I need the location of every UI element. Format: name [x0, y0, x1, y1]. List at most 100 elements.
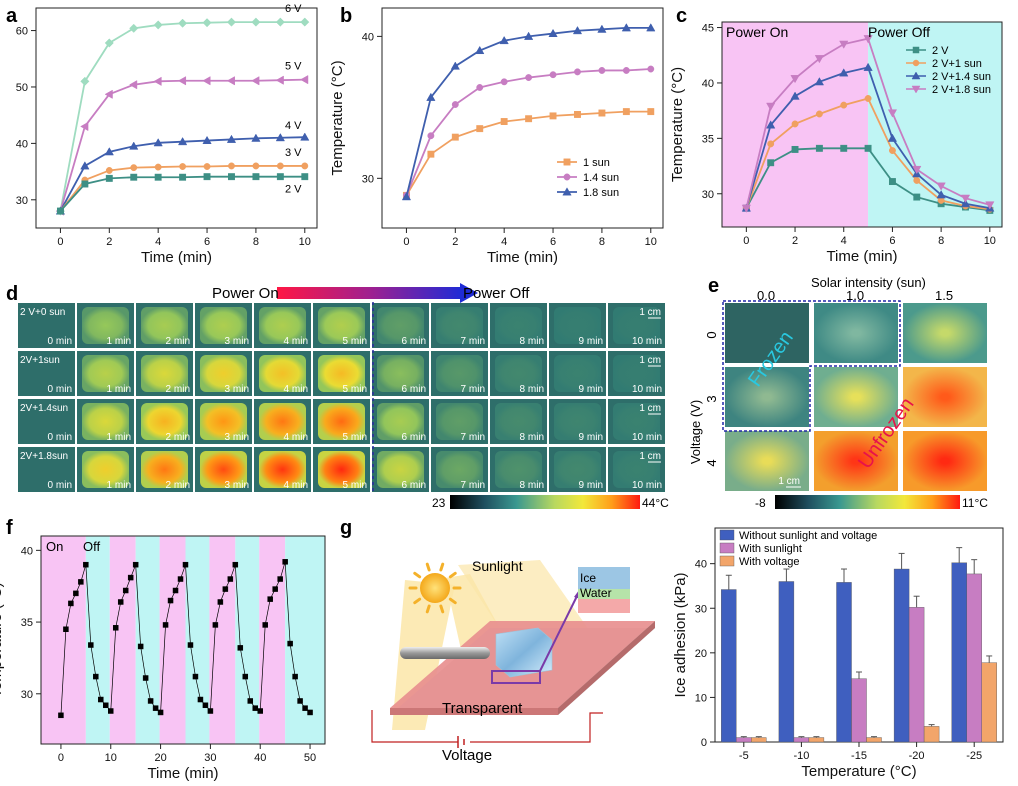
data-point: [300, 17, 310, 27]
scale-label: 1 cm: [639, 307, 661, 318]
time-label: 10 min: [632, 384, 662, 395]
x-tick-label: 10: [645, 236, 657, 248]
bar: [981, 662, 997, 743]
y-axis-label: Temperature (°C): [0, 582, 5, 697]
data-point: [127, 574, 134, 581]
power-on-annot: Power On: [726, 24, 788, 40]
data-point: [912, 165, 922, 175]
data-point: [887, 109, 898, 118]
plot-frame: [381, 7, 664, 229]
ice-highlight-box: [491, 670, 541, 684]
data-point: [257, 708, 263, 714]
ice-layer: [578, 567, 630, 589]
data-point: [985, 201, 995, 210]
data-point: [197, 696, 204, 703]
x-tick-label: 20: [154, 752, 166, 764]
voltage-row-2: 4: [704, 459, 719, 466]
substrate-layer: [578, 599, 630, 613]
data-point: [177, 136, 188, 146]
x-axis-label: Time (min): [487, 249, 558, 266]
data-point: [212, 622, 219, 628]
data-point: [154, 163, 162, 171]
time-label: 1 min: [107, 480, 131, 491]
data-point: [572, 26, 583, 35]
colorbar-d: [450, 495, 640, 509]
time-label: 2 min: [166, 336, 190, 347]
row-label: 2 V+0 sun: [20, 307, 65, 318]
thermal-spot: [554, 307, 601, 344]
plot-frame: [40, 535, 326, 745]
x-tick-label: 10: [105, 752, 117, 764]
x-tick-label: 0: [743, 235, 749, 247]
x-tick-label: 8: [599, 236, 605, 248]
data-point: [427, 150, 435, 158]
series-label: 2 V: [285, 184, 302, 196]
sun-ray: [425, 562, 431, 572]
data-point: [598, 67, 606, 74]
data-point: [864, 144, 872, 152]
time-label: 6 min: [402, 432, 426, 443]
bar: [751, 737, 767, 743]
scale-label: 1 cm: [778, 476, 800, 487]
data-point: [162, 622, 169, 628]
wire-right: [470, 712, 603, 743]
thermal-spot: [613, 307, 660, 344]
data-point: [178, 18, 188, 28]
data-point: [790, 75, 800, 84]
power-off-region: [868, 22, 1002, 227]
panel-label-d: d: [6, 283, 18, 305]
data-point: [226, 76, 235, 86]
legend-marker: [912, 46, 920, 54]
thermal-spot: [613, 355, 660, 392]
data-point: [451, 101, 459, 108]
y-tick-label: 45: [702, 23, 714, 35]
bar: [966, 573, 982, 743]
data-point: [840, 144, 848, 152]
scale-label: 1 cm: [639, 355, 661, 366]
x-tick-label: 6: [550, 236, 556, 248]
time-label: 9 min: [579, 336, 603, 347]
data-point: [791, 120, 799, 128]
data-point: [276, 162, 284, 170]
data-point: [766, 102, 776, 111]
data-point: [226, 134, 237, 143]
thermal-spot: [259, 355, 306, 392]
time-label: 9 min: [579, 432, 603, 443]
sun-ray: [439, 604, 445, 614]
chart-f: 0 10 20 30 40 50 30 35 40 Time (min) Temperature (…: [0, 535, 326, 782]
x-axis-label: Time (min): [141, 249, 212, 266]
y-tick-label: 40: [702, 78, 714, 90]
y-tick-label: 60: [16, 26, 28, 38]
series-label: 6 V: [285, 3, 302, 15]
off-region: [285, 536, 325, 744]
time-label: 1 min: [107, 384, 131, 395]
legend-label: With sunlight: [739, 543, 802, 555]
colorbar-e-min: -8: [755, 496, 766, 510]
plate-side: [558, 621, 655, 715]
solar-col-2: 1.5: [935, 288, 953, 303]
data-point: [252, 173, 260, 181]
data-point: [103, 702, 109, 709]
sunlight-label: Sunlight: [472, 558, 523, 574]
time-label: 8 min: [520, 480, 544, 491]
thermal-spot: [318, 307, 365, 344]
thermal-spot: [436, 307, 483, 344]
data-point: [275, 17, 285, 27]
data-point: [815, 110, 823, 118]
zoom-line: [539, 593, 579, 672]
time-label: 2 min: [166, 432, 190, 443]
off-region: [235, 536, 260, 744]
time-label: 3 min: [225, 384, 249, 395]
water-label: Water: [580, 586, 612, 600]
data-point: [839, 40, 849, 49]
bar: [778, 581, 795, 743]
time-label: 5 min: [343, 336, 367, 347]
data-point: [203, 163, 211, 170]
thermal-frame: [18, 399, 75, 444]
x-tick-label: -5: [739, 750, 749, 762]
panel-label-b: b: [340, 5, 352, 27]
bar: [908, 607, 925, 743]
bar: [808, 737, 825, 743]
chart-g: 0 10 20 30 40 -5 -10 -15 -20 -25 Temperature (°C) I…: [672, 527, 1004, 780]
